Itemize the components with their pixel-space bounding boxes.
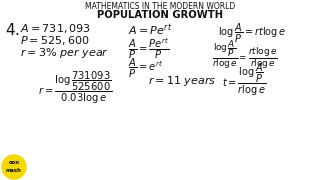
Text: POPULATION GROWTH: POPULATION GROWTH [97,10,223,20]
Text: $t = \dfrac{\log \dfrac{A}{P}}{r \log e}$: $t = \dfrac{\log \dfrac{A}{P}}{r \log e}… [222,62,266,98]
Text: $A = Pe^{rt}$: $A = Pe^{rt}$ [128,22,172,38]
Text: $r = \dfrac{\log \dfrac{731093}{525600}}{0.03 \log e}$: $r = \dfrac{\log \dfrac{731093}{525600}}… [38,70,113,106]
Text: $P = 525,600$: $P = 525,600$ [20,34,90,47]
Text: $A = 731,093$: $A = 731,093$ [20,22,91,35]
Text: $\log \dfrac{A}{P} = rt \log e$: $\log \dfrac{A}{P} = rt \log e$ [218,22,286,45]
Text: $r = 3\%\ \mathit{per\ year}$: $r = 3\%\ \mathit{per\ year}$ [20,46,109,60]
Text: MATHEMATICS IN THE MODERN WORLD: MATHEMATICS IN THE MODERN WORLD [85,2,235,11]
Circle shape [2,155,26,179]
Text: $\dfrac{\log \dfrac{A}{P}}{r \log e} = \dfrac{rt \log e}{r \log e}$: $\dfrac{\log \dfrac{A}{P}}{r \log e} = \… [212,38,278,71]
Text: $4.$: $4.$ [5,22,20,38]
Text: $\dfrac{A}{P} = e^{rt}$: $\dfrac{A}{P} = e^{rt}$ [128,57,164,80]
Text: $r = 11\ \mathit{years}$: $r = 11\ \mathit{years}$ [148,74,216,88]
Text: oon: oon [9,161,20,165]
Text: $\dfrac{A}{P} = \dfrac{Pe^{rt}}{P}$: $\dfrac{A}{P} = \dfrac{Pe^{rt}}{P}$ [128,36,170,61]
Text: mash: mash [6,168,22,172]
